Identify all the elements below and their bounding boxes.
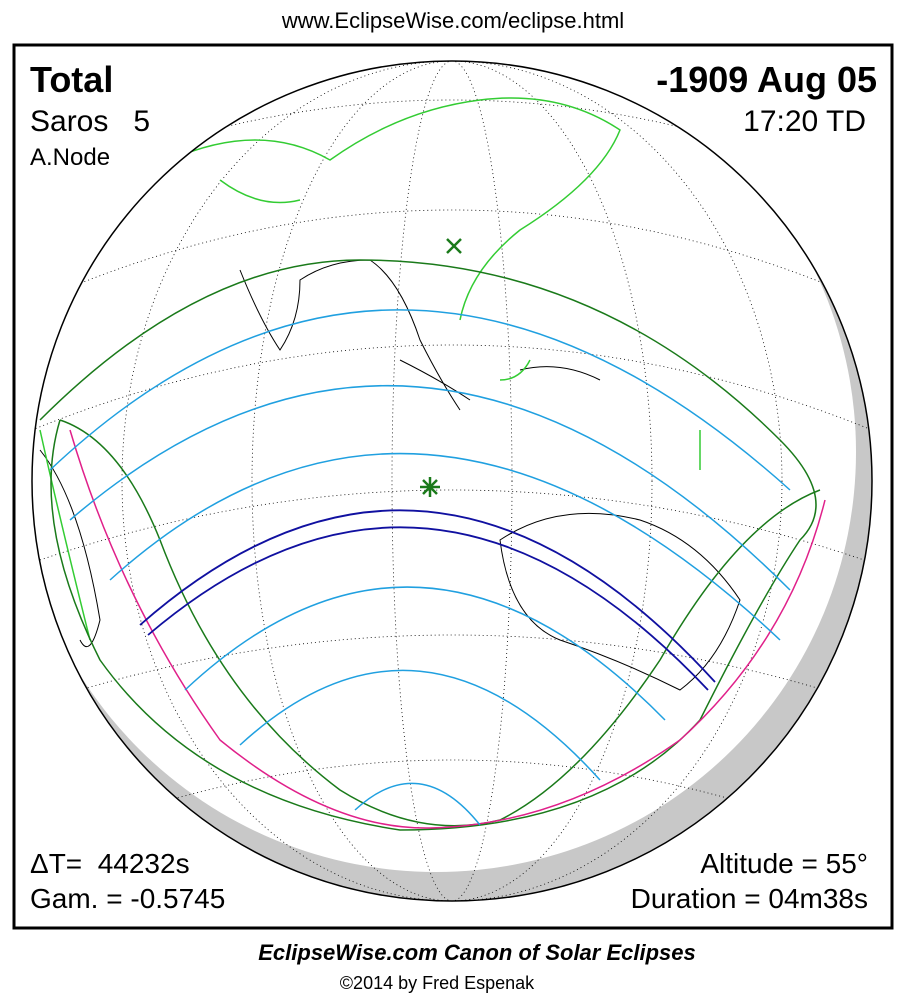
delta-t: ΔT= 44232s bbox=[30, 848, 190, 879]
greatest-eclipse bbox=[420, 238, 462, 497]
duration: Duration = 04m38s bbox=[631, 883, 868, 914]
gamma: Gam. = -0.5745 bbox=[30, 883, 225, 914]
header-url: www.EclipseWise.com/eclipse.html bbox=[281, 8, 624, 33]
saros: Saros 5 bbox=[30, 105, 150, 138]
coastlines bbox=[39, 97, 741, 691]
footer-copyright: ©2014 by Fred Espenak bbox=[340, 973, 535, 993]
node: A.Node bbox=[30, 144, 110, 171]
eclipse-date: -1909 Aug 05 bbox=[656, 59, 877, 100]
eclipse-time: 17:20 TD bbox=[743, 105, 866, 138]
altitude: Altitude = 55° bbox=[700, 848, 868, 879]
totality-path bbox=[139, 509, 716, 691]
eclipse-type: Total bbox=[30, 59, 113, 100]
partial-contours bbox=[49, 309, 791, 826]
rise-set-curve bbox=[69, 429, 826, 829]
globe bbox=[32, 61, 872, 901]
globe-outline bbox=[31, 60, 873, 902]
footer-title: EclipseWise.com Canon of Solar Eclipses bbox=[258, 940, 696, 965]
penumbral-limit bbox=[39, 259, 817, 831]
